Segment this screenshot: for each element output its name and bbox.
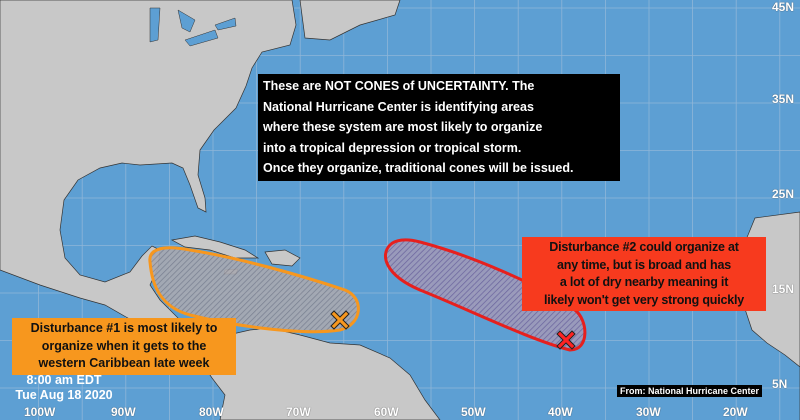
label-line: western Caribbean late week	[38, 356, 210, 370]
label-line: Disturbance #2 could organize at	[549, 240, 739, 254]
hispaniola	[264, 249, 301, 267]
longitude-label: 30W	[636, 405, 661, 419]
disturbance-1-label: Disturbance #1 is most likely to organiz…	[12, 318, 236, 375]
longitude-label: 50W	[461, 405, 486, 419]
note-line: Once they organize, traditional cones wi…	[263, 161, 574, 175]
longitude-label: 60W	[374, 405, 399, 419]
south-america	[199, 327, 441, 420]
label-line: Disturbance #1 is most likely to	[30, 321, 218, 335]
note-line: into a tropical depression or tropical s…	[263, 140, 522, 155]
longitude-label: 20W	[723, 405, 748, 419]
note-line: National Hurricane Center is identifying…	[263, 99, 534, 114]
x-marker-icon	[556, 330, 576, 350]
timestamp-date: Tue Aug 18 2020	[15, 388, 113, 402]
great-lakes	[149, 7, 237, 47]
label-line: organize when it gets to the	[41, 338, 207, 353]
timestamp-time: 8:00 am EDT	[26, 373, 102, 387]
longitude-label: 100W	[24, 405, 56, 419]
latitude-label: 35N	[772, 92, 795, 106]
note-line: where these system are most likely to or…	[263, 120, 543, 134]
latitude-label: 25N	[772, 187, 795, 201]
note-line: These are NOT CONES of UNCERTAINTY. The	[263, 79, 535, 93]
cuba	[170, 235, 260, 259]
label-line: any time, but is broad and has	[557, 257, 731, 272]
credit: From: National Hurricane Center	[616, 385, 762, 397]
disturbance-2-area	[384, 238, 587, 352]
disturbance-2-label: Disturbance #2 could organize at any tim…	[522, 237, 766, 311]
longitude-label: 90W	[111, 405, 136, 419]
timestamp: 8:00 am EDT Tue Aug 18 2020	[14, 373, 114, 403]
canada-maritimes	[299, 0, 401, 41]
label-line: a lot of dry nearby meaning it	[559, 275, 729, 289]
x-marker-icon	[330, 310, 350, 330]
latitude-label: 45N	[772, 0, 795, 14]
disturbance-1-area	[148, 246, 360, 334]
longitude-label: 40W	[548, 405, 573, 419]
longitude-label: 80W	[199, 405, 224, 419]
latitude-label: 15N	[772, 282, 795, 296]
info-note: These are NOT CONES of UNCERTAINTY. The …	[258, 74, 620, 181]
label-line: likely won't get very strong quickly	[544, 292, 744, 307]
longitude-label: 70W	[286, 405, 311, 419]
latitude-label: 5N	[772, 377, 788, 391]
